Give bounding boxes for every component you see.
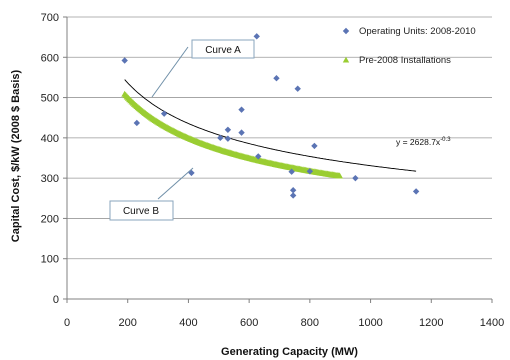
data-point-diamond <box>289 192 297 199</box>
y-axis-title: Capital Cost, $/kW (2008 $ Basis) <box>10 69 22 242</box>
curve-a-callout-line <box>151 46 189 98</box>
x-tick-label: 800 <box>301 317 319 329</box>
x-tick-labels: 0 200 400 600 800 1000 1200 1400 <box>64 317 504 329</box>
y-tick-label: 100 <box>41 254 59 266</box>
curve-b-callout-line <box>157 167 194 200</box>
equation-base: y = 2628.7x <box>396 137 441 147</box>
data-point-diamond <box>306 168 314 175</box>
data-point-diamond <box>224 126 232 133</box>
data-point-diamond <box>121 57 128 64</box>
legend-pre-2008: Pre-2008 Installations <box>359 55 451 66</box>
data-point-diamond <box>311 142 318 150</box>
data-point-triangle <box>336 172 344 179</box>
curve-b-callout: Curve B <box>109 167 194 221</box>
y-tick-label: 500 <box>41 93 59 105</box>
x-tick-label: 200 <box>119 317 137 329</box>
data-point-diamond <box>160 110 168 117</box>
trendline-equation: y = 2628.7x-0.3 <box>396 137 451 147</box>
curve-b-callout-box <box>109 200 174 221</box>
x-tick-label: 0 <box>64 317 70 329</box>
data-point-diamond <box>253 33 260 40</box>
curve-a-callout: Curve A <box>151 39 255 98</box>
x-tick-label: 1000 <box>358 317 382 329</box>
data-point-diamond <box>224 135 232 142</box>
curve-b-label: Curve B <box>123 206 159 217</box>
data-point-diamond <box>289 187 297 194</box>
y-tick-label: 300 <box>41 173 59 185</box>
equation-exponent: -0.3 <box>440 137 451 143</box>
y-tick-labels: 0 100 200 300 400 500 600 700 <box>41 12 59 306</box>
legend-diamond-icon <box>342 27 350 35</box>
legend-triangle-icon <box>342 56 350 63</box>
data-point-diamond <box>133 119 141 127</box>
y-tick-label: 600 <box>41 52 59 64</box>
y-tick-label: 700 <box>41 12 59 24</box>
axes <box>63 16 493 303</box>
x-tick-label: 1200 <box>419 317 443 329</box>
data-point-diamond <box>288 168 295 175</box>
data-point-diamond <box>412 188 420 195</box>
data-point-diamond <box>217 134 224 142</box>
x-tick-label: 1400 <box>480 317 504 329</box>
curve-a-callout-box <box>191 39 255 59</box>
x-tick-label: 400 <box>179 317 197 329</box>
data-point-diamond <box>188 169 195 177</box>
data-point-diamond <box>255 153 262 160</box>
x-tick-label: 600 <box>240 317 258 329</box>
data-point-diamond <box>273 75 280 82</box>
x-axis-title: Generating Capacity (MW) <box>221 346 358 358</box>
trendline-curve-a <box>124 79 417 172</box>
curve-a-label: Curve A <box>205 45 241 56</box>
data-point-diamond <box>238 106 245 113</box>
operating-units-series <box>121 33 420 199</box>
y-tick-label: 400 <box>41 133 59 145</box>
legend: Operating Units: 2008-2010 Pre-2008 Inst… <box>342 26 476 66</box>
y-tick-label: 0 <box>53 294 59 306</box>
data-point-diamond <box>294 85 301 92</box>
y-tick-label: 200 <box>41 213 59 225</box>
data-point-diamond <box>352 174 359 182</box>
data-point-diamond <box>238 129 245 136</box>
legend-operating-units: Operating Units: 2008-2010 <box>359 26 476 37</box>
pre-2008-series <box>121 90 344 179</box>
